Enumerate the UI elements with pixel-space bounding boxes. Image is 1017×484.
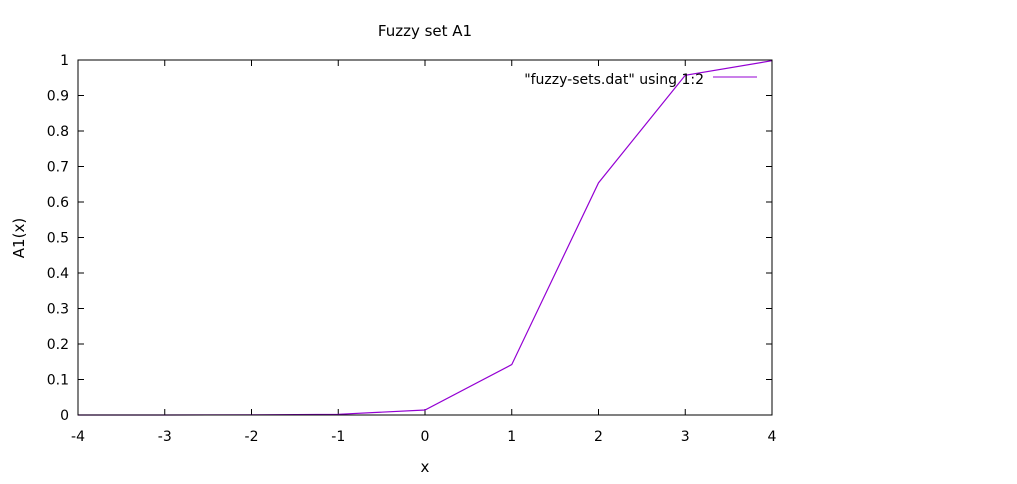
series-layer [78, 61, 772, 415]
chart-title: Fuzzy set A1 [378, 22, 472, 40]
series-line [78, 61, 772, 415]
y-tick-label: 0.5 [47, 231, 69, 247]
x-tick-label: 0 [421, 429, 430, 445]
y-tick-label: 0.4 [47, 266, 69, 282]
legend: "fuzzy-sets.dat" using 1:2 [524, 72, 757, 88]
y-tick-label: 0.7 [47, 160, 69, 176]
x-tick-label: -4 [71, 429, 85, 445]
y-tick-label: 0.9 [47, 89, 69, 105]
x-tick-label: -1 [331, 429, 345, 445]
ticks-layer: -4 -3 -2 -1 0 1 2 3 4 0 0.1 0.2 0.3 0.4 0.5 0.6 0.7 0.8 0.… [47, 53, 777, 445]
y-axis-label: A1(x) [10, 218, 28, 258]
x-tick-label: 4 [768, 429, 777, 445]
x-tick-label: 3 [681, 429, 690, 445]
y-tick-label: 0.1 [47, 373, 69, 389]
x-tick-label: 1 [507, 429, 516, 445]
y-tick-label: 0.6 [47, 195, 69, 211]
legend-label: "fuzzy-sets.dat" using 1:2 [524, 72, 704, 88]
x-axis-label: x [421, 458, 430, 476]
y-tick-label: 0.2 [47, 337, 69, 353]
x-tick-label: -2 [245, 429, 259, 445]
y-tick-label: 1 [60, 53, 69, 69]
x-tick-label: -3 [158, 429, 172, 445]
y-tick-label: 0.3 [47, 302, 69, 318]
plot-border [78, 60, 772, 415]
y-tick-label: 0.8 [47, 124, 69, 140]
y-tick-label: 0 [60, 408, 69, 424]
x-tick-label: 2 [594, 429, 603, 445]
